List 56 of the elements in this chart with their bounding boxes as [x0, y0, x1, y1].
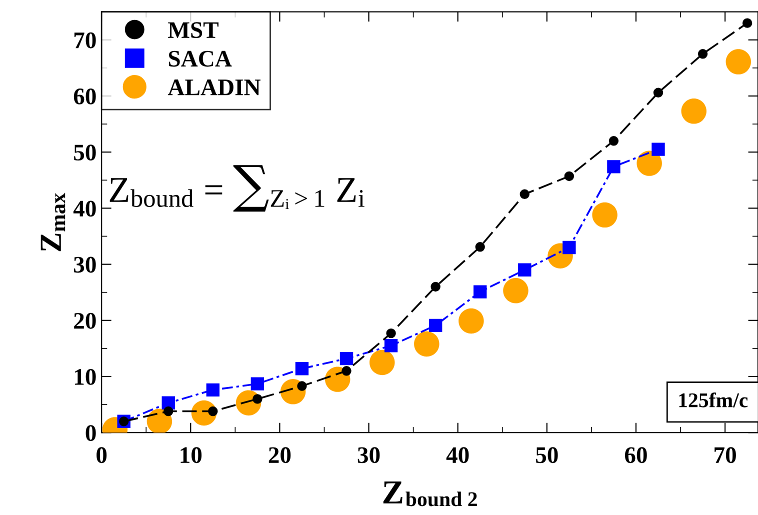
x-tick-label: 30: [358, 447, 380, 464]
y-tick-label: 0: [86, 425, 96, 442]
x-tick-label: 10: [180, 447, 202, 464]
point: [742, 18, 752, 28]
point: [520, 189, 530, 200]
y-tick-label: 70: [74, 32, 96, 48]
point: [206, 383, 220, 397]
point: [608, 136, 619, 146]
point: [386, 328, 396, 338]
point: [208, 406, 218, 416]
legend-label: ALADIN: [168, 80, 261, 96]
point: [252, 394, 262, 404]
x-tick-label: 60: [624, 447, 647, 464]
x-tick-label: 20: [268, 447, 291, 464]
point: [146, 408, 172, 433]
point: [726, 49, 752, 74]
x-tick-label: 70: [714, 447, 736, 464]
point: [564, 171, 574, 182]
point: [592, 202, 618, 228]
legend-label: SACA: [168, 50, 232, 67]
y-tick-label: 10: [74, 368, 96, 385]
point: [414, 331, 440, 357]
point: [562, 240, 576, 254]
legend-label: MST: [168, 22, 218, 38]
point: [164, 406, 174, 416]
point: [430, 282, 440, 292]
x-tick-label: 40: [446, 447, 469, 464]
point: [384, 339, 398, 352]
point: [636, 150, 662, 176]
point: [698, 49, 708, 59]
point: [475, 242, 485, 252]
point: [370, 350, 395, 376]
point: [340, 352, 354, 366]
point: [458, 308, 484, 334]
x-tick-label: 0: [96, 447, 107, 464]
y-tick-label: 50: [74, 144, 96, 161]
y-tick-label: 20: [74, 312, 96, 329]
y-tick-label: 40: [73, 200, 96, 217]
point: [518, 263, 532, 277]
y-tick-label: 30: [74, 256, 96, 273]
annotation: Z$_{bound}$ = ∑$_{Zᵢ>1}$ Z$_{i}$: [110, 165, 364, 212]
point: [607, 160, 620, 174]
point: [653, 88, 664, 98]
point: [428, 318, 442, 332]
y-axis-title: Z$_{max}$: [40, 192, 66, 252]
point: [652, 142, 665, 156]
point: [295, 362, 309, 376]
point: [342, 366, 352, 376]
x-tick-label: 50: [536, 447, 558, 464]
y-tick-label: 60: [74, 88, 96, 104]
annotation: 125fm/c: [679, 392, 748, 408]
point: [681, 98, 706, 124]
point: [474, 285, 487, 298]
point: [250, 377, 264, 390]
point: [297, 381, 307, 391]
point: [503, 278, 528, 304]
